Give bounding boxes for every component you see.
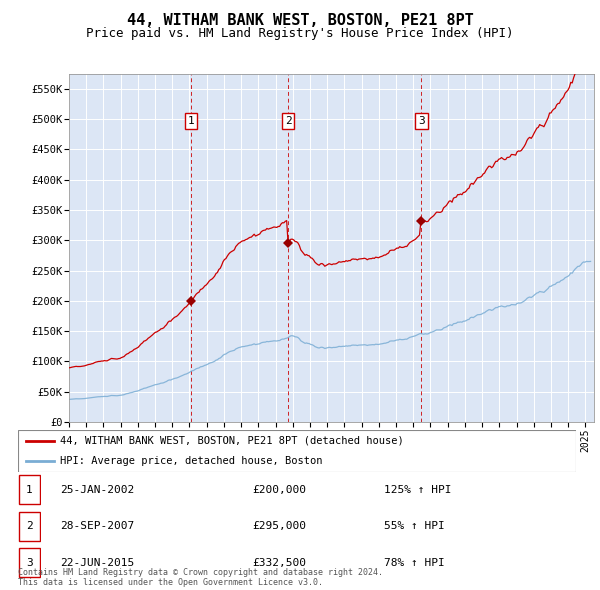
- Text: 25-JAN-2002: 25-JAN-2002: [60, 485, 134, 494]
- Text: 125% ↑ HPI: 125% ↑ HPI: [384, 485, 452, 494]
- Text: 3: 3: [26, 558, 33, 568]
- Text: 1: 1: [187, 116, 194, 126]
- Text: HPI: Average price, detached house, Boston: HPI: Average price, detached house, Bost…: [60, 456, 322, 466]
- Text: 3: 3: [418, 116, 425, 126]
- Text: Contains HM Land Registry data © Crown copyright and database right 2024.
This d: Contains HM Land Registry data © Crown c…: [18, 568, 383, 587]
- Text: 1: 1: [26, 485, 33, 494]
- Text: £295,000: £295,000: [252, 522, 306, 531]
- Text: 55% ↑ HPI: 55% ↑ HPI: [384, 522, 445, 531]
- Text: 44, WITHAM BANK WEST, BOSTON, PE21 8PT (detached house): 44, WITHAM BANK WEST, BOSTON, PE21 8PT (…: [60, 435, 404, 445]
- Text: 22-JUN-2015: 22-JUN-2015: [60, 558, 134, 568]
- Text: 44, WITHAM BANK WEST, BOSTON, PE21 8PT: 44, WITHAM BANK WEST, BOSTON, PE21 8PT: [127, 13, 473, 28]
- Text: £332,500: £332,500: [252, 558, 306, 568]
- Text: 78% ↑ HPI: 78% ↑ HPI: [384, 558, 445, 568]
- Text: 2: 2: [285, 116, 292, 126]
- Text: 28-SEP-2007: 28-SEP-2007: [60, 522, 134, 531]
- Text: 2: 2: [26, 522, 33, 531]
- Text: Price paid vs. HM Land Registry's House Price Index (HPI): Price paid vs. HM Land Registry's House …: [86, 27, 514, 40]
- Text: £200,000: £200,000: [252, 485, 306, 494]
